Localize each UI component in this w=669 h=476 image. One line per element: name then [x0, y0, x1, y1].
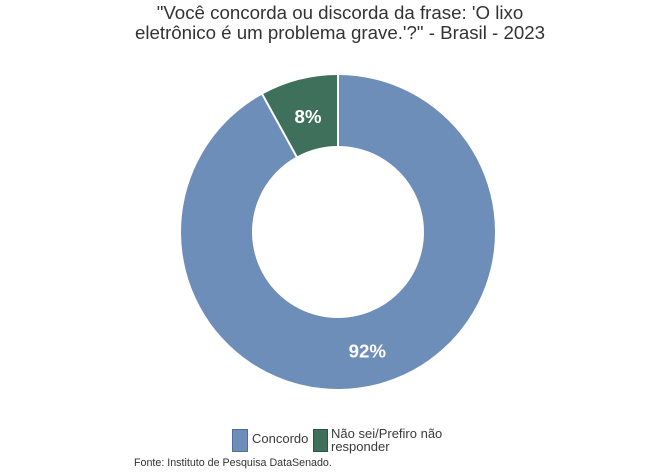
svg-text:92%: 92%: [349, 341, 387, 362]
svg-text:8%: 8%: [294, 106, 321, 127]
